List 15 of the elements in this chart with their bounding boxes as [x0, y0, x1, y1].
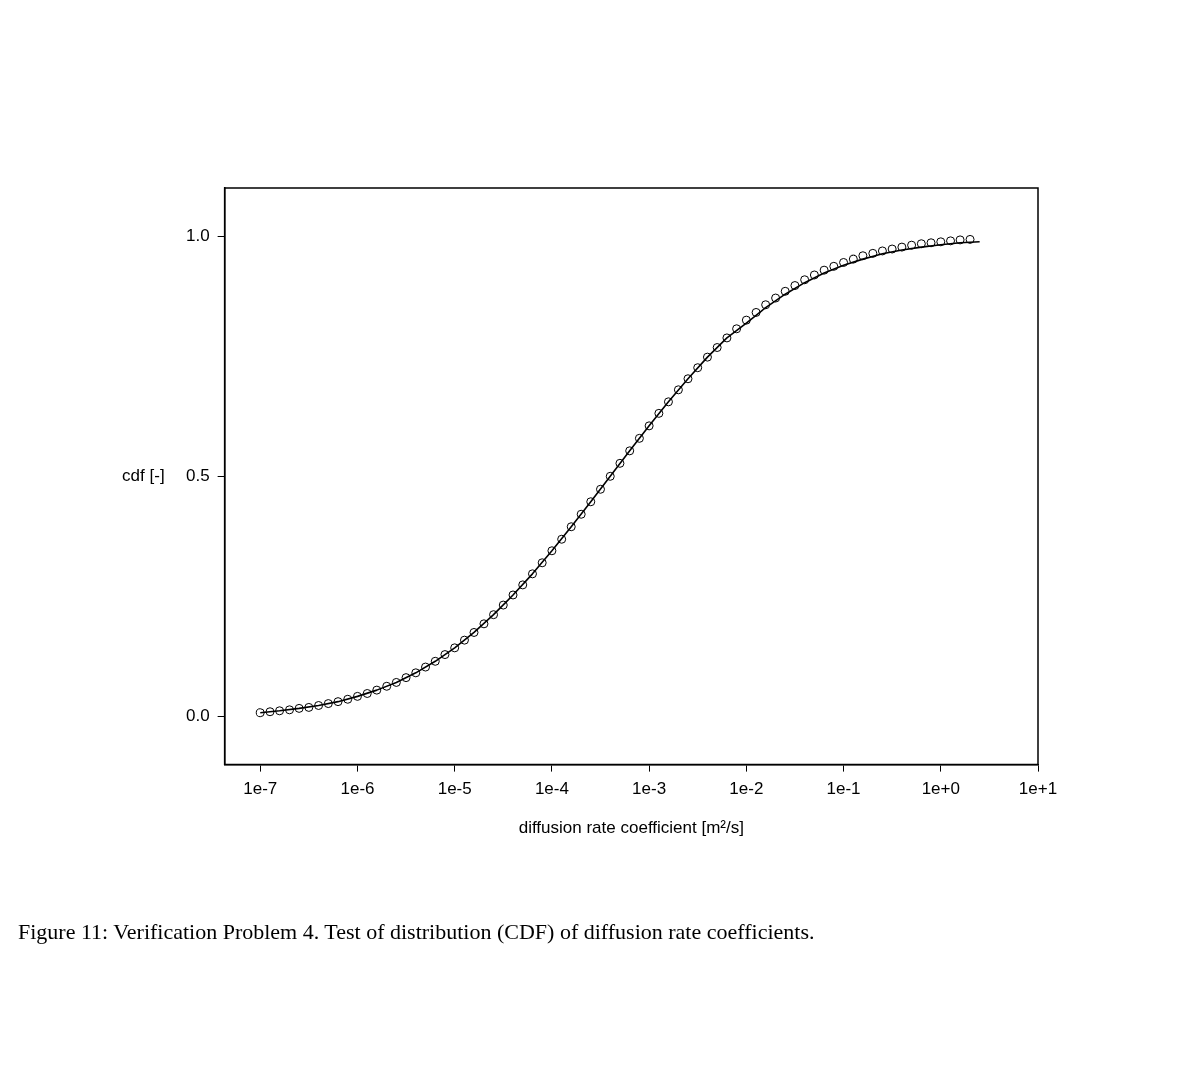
caption: Figure 11: Verification Problem 4. Test of distribution (CDF) of diffusion rate coefficients.: [18, 918, 816, 946]
y-axis-title: cdf [-]: [122, 465, 165, 485]
x-tick-label: 1e-2: [729, 779, 764, 799]
x-tick-label: 1e-1: [826, 779, 861, 799]
y-tick-label: 1.0: [185, 225, 210, 245]
x-axis-title: diffusion rate coefficient [m²/s]: [518, 817, 744, 837]
x-tick-label: 1e-7: [243, 779, 278, 799]
y-tick-label: 0.5: [185, 465, 210, 485]
y-tick-label: 0.0: [185, 706, 210, 726]
x-tick-label: 1e+1: [1018, 779, 1058, 799]
x-tick-label: 1e-3: [632, 779, 667, 799]
x-tick-label: 1e-6: [340, 779, 375, 799]
x-tick-label: 1e-4: [534, 779, 569, 799]
x-tick-label: 1e-5: [437, 779, 472, 799]
x-tick-label: 1e+0: [921, 779, 960, 799]
